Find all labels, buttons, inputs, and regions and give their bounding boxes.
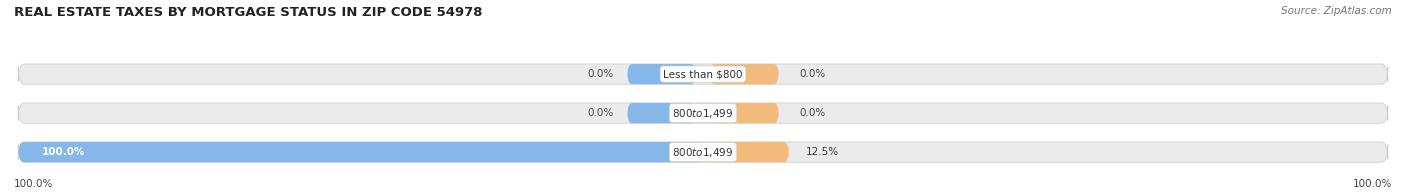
Text: 0.0%: 0.0% [800, 108, 825, 118]
FancyBboxPatch shape [18, 103, 1388, 123]
Text: 0.0%: 0.0% [588, 108, 613, 118]
FancyBboxPatch shape [627, 103, 696, 123]
Text: Less than $800: Less than $800 [664, 69, 742, 79]
FancyBboxPatch shape [703, 142, 789, 162]
FancyBboxPatch shape [18, 142, 703, 162]
Text: 100.0%: 100.0% [1353, 179, 1392, 189]
Text: 0.0%: 0.0% [588, 69, 613, 79]
FancyBboxPatch shape [627, 64, 696, 84]
FancyBboxPatch shape [710, 103, 779, 123]
Text: Source: ZipAtlas.com: Source: ZipAtlas.com [1281, 6, 1392, 16]
Text: $800 to $1,499: $800 to $1,499 [672, 146, 734, 159]
Text: 100.0%: 100.0% [42, 147, 86, 157]
Text: 0.0%: 0.0% [800, 69, 825, 79]
Text: 100.0%: 100.0% [14, 179, 53, 189]
Text: $800 to $1,499: $800 to $1,499 [672, 107, 734, 120]
FancyBboxPatch shape [18, 142, 1388, 162]
Text: REAL ESTATE TAXES BY MORTGAGE STATUS IN ZIP CODE 54978: REAL ESTATE TAXES BY MORTGAGE STATUS IN … [14, 6, 482, 19]
FancyBboxPatch shape [18, 64, 1388, 84]
FancyBboxPatch shape [710, 64, 779, 84]
Text: 12.5%: 12.5% [806, 147, 839, 157]
